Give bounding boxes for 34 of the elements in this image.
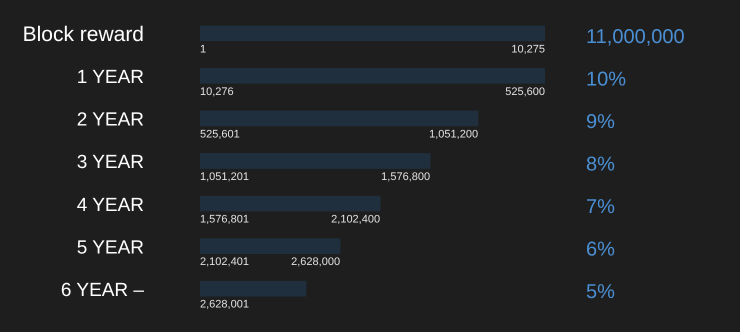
text: 9% [586,110,616,133]
annotation: 1 [200,43,206,56]
y-tick-label: 3 YEAR [76,152,144,174]
annotation: 10,276 [200,86,234,98]
annotation: 525,601 [200,128,240,140]
annotation: 525,600 [505,86,545,98]
text: 6% [586,238,616,261]
bar [200,68,545,84]
y-tick-label: 6 YEAR – [60,280,144,301]
annotation: 1,051,200 [429,128,478,140]
annotation: 2,102,400 [331,214,380,226]
annotation: 10,275 [511,43,545,56]
y-tick-label: Block reward [22,23,144,46]
y-tick-label: 1 YEAR [76,67,144,88]
y-tick-label: 4 YEAR [76,194,144,216]
annotation: 2,628,000 [291,256,340,268]
text: 5% [586,281,616,304]
text: 11,000,000 [586,26,685,48]
y-tick-label: 5 YEAR [76,237,144,258]
text: 8% [586,154,616,176]
text: 7% [586,196,616,218]
text: 10% [586,68,626,90]
annotation: 2,628,001 [200,298,249,311]
annotation: 1,576,800 [381,171,430,184]
annotation: 1,051,201 [200,171,249,184]
bar [200,25,545,42]
bar [200,196,380,212]
bar [200,280,306,297]
annotation: 1,576,801 [200,214,249,226]
annotation: 2,102,401 [200,256,249,268]
bar [200,238,340,254]
bar [200,110,478,126]
y-tick-label: 2 YEAR [76,110,144,131]
bar [200,153,430,169]
